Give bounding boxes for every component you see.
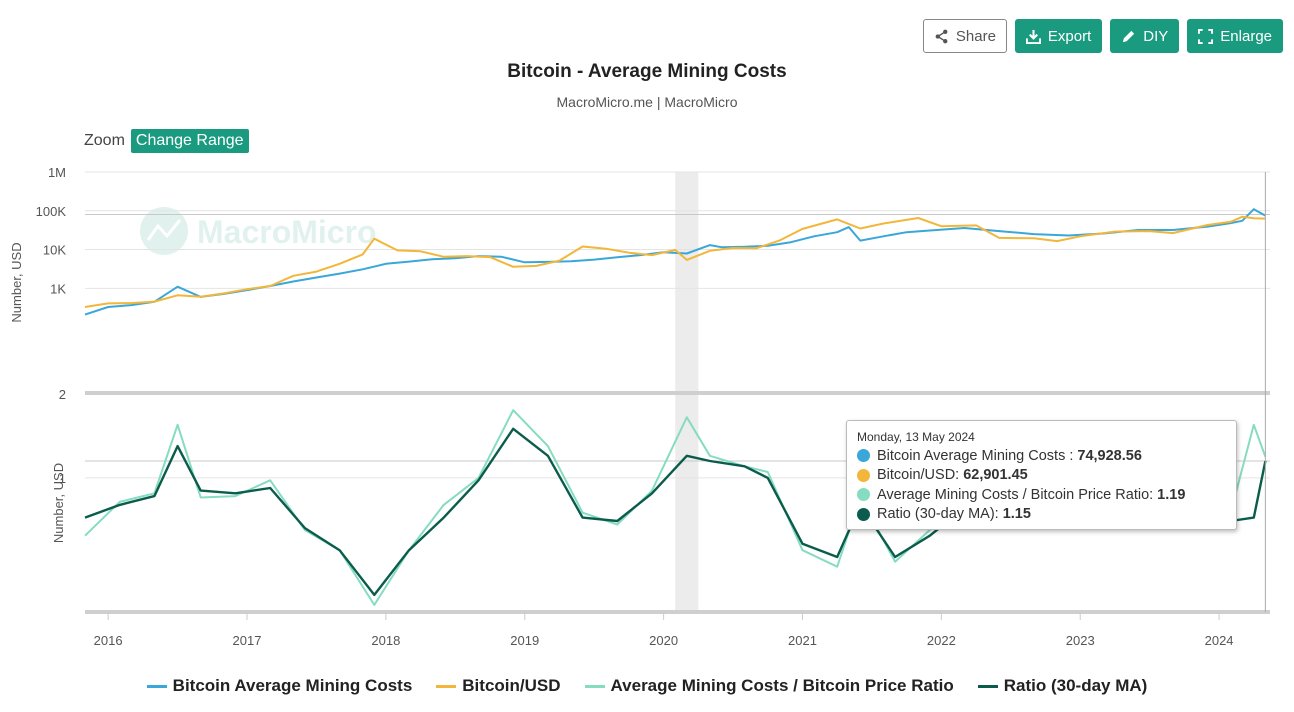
x-tick-label: 2017 <box>233 633 262 648</box>
legend: Bitcoin Average Mining Costs Bitcoin/USD… <box>0 676 1294 696</box>
tooltip-row: Bitcoin Average Mining Costs : 74,928.56 <box>857 446 1226 466</box>
tooltip-label: Average Mining Costs / Bitcoin Price Rat… <box>877 486 1154 503</box>
chart-title: Bitcoin - Average Mining Costs <box>507 61 787 82</box>
legend-item-bitcoin-usd[interactable]: Bitcoin/USD <box>436 676 561 696</box>
panel-axis-bar <box>85 391 1270 395</box>
diy-label: DIY <box>1143 27 1169 45</box>
legend-label: Average Mining Costs / Bitcoin Price Rat… <box>610 676 954 695</box>
x-tick-label: 2024 <box>1205 633 1234 648</box>
tooltip-row: Bitcoin/USD: 62,901.45 <box>857 466 1226 486</box>
tooltip-value: 62,901.45 <box>963 467 1028 484</box>
x-tick-label: 2016 <box>94 633 123 648</box>
y-axis-title: Number, USD <box>51 463 66 543</box>
watermark-logo <box>140 207 188 255</box>
series-line-bitcoin-usd <box>84 215 1266 308</box>
panel-axis-bar <box>85 610 1270 614</box>
legend-item-ratio-ma[interactable]: Ratio (30-day MA) <box>977 676 1148 696</box>
x-tick-label: 2022 <box>927 633 956 648</box>
enlarge-label: Enlarge <box>1220 27 1272 45</box>
legend-swatch <box>436 684 457 688</box>
y-tick-label: 1 <box>59 471 66 486</box>
y-tick-label: 10K <box>43 243 66 258</box>
y-tick-label: 1M <box>48 165 66 180</box>
download-icon <box>1025 29 1041 44</box>
zoom-control: Zoom Change Range <box>84 129 249 153</box>
watermark-text: MacroMicro <box>197 214 377 250</box>
tooltip-label: Bitcoin Average Mining Costs : <box>877 447 1074 464</box>
export-button[interactable]: Export <box>1014 19 1103 53</box>
tooltip-dot <box>857 449 870 463</box>
y-axis-title: Number, USD <box>9 242 24 322</box>
share-button[interactable]: Share <box>922 19 1007 53</box>
legend-swatch <box>977 684 998 688</box>
chart-toolbar: Share Export DIY Enlarge <box>922 19 1283 53</box>
tooltip-row: Ratio (30-day MA): 1.15 <box>857 505 1226 525</box>
tooltip-value: 1.19 <box>1157 486 1186 503</box>
tooltip-dot <box>857 507 870 521</box>
expand-icon <box>1198 28 1214 44</box>
legend-label: Bitcoin Average Mining Costs <box>172 676 413 695</box>
export-label: Export <box>1047 27 1092 45</box>
change-range-button[interactable]: Change Range <box>130 129 249 153</box>
watermark: MacroMicro <box>140 207 377 255</box>
tooltip-dot <box>857 468 870 482</box>
tooltip-date: Monday, 13 May 2024 <box>857 430 975 444</box>
legend-label: Ratio (30-day MA) <box>1003 676 1148 695</box>
zoom-label: Zoom <box>84 132 125 149</box>
chart-subtitle: MacroMicro.me | MacroMicro <box>556 94 738 110</box>
diy-button[interactable]: DIY <box>1110 19 1180 53</box>
share-icon <box>935 29 948 43</box>
tooltip-label: Ratio (30-day MA): <box>877 506 999 523</box>
x-tick-label: 2018 <box>371 633 400 648</box>
y-tick-label: 2 <box>59 387 66 402</box>
enlarge-button[interactable]: Enlarge <box>1187 19 1283 53</box>
x-tick-label: 2023 <box>1066 633 1095 648</box>
x-tick-label: 2019 <box>510 633 539 648</box>
tooltip-label: Bitcoin/USD: <box>877 467 960 484</box>
tooltip-value: 74,928.56 <box>1077 447 1142 464</box>
tooltip: Monday, 13 May 2024 Bitcoin Average Mini… <box>846 420 1237 530</box>
tooltip-value: 1.15 <box>1002 506 1031 523</box>
y-tick-label: 100K <box>36 204 67 219</box>
pencil-icon <box>1123 30 1135 42</box>
x-tick-label: 2021 <box>788 633 817 648</box>
share-label: Share <box>955 27 996 45</box>
legend-label: Bitcoin/USD <box>462 676 561 695</box>
legend-swatch <box>584 684 605 688</box>
legend-item-ratio[interactable]: Average Mining Costs / Bitcoin Price Rat… <box>584 676 954 696</box>
legend-item-mining-costs[interactable]: Bitcoin Average Mining Costs <box>146 676 413 696</box>
watermark-logo-mark <box>146 219 182 241</box>
tooltip-dot <box>857 488 870 502</box>
legend-swatch <box>146 684 167 688</box>
y-tick-label: 1K <box>50 281 66 296</box>
tooltip-row: Average Mining Costs / Bitcoin Price Rat… <box>857 485 1226 505</box>
x-tick-label: 2020 <box>649 633 678 648</box>
